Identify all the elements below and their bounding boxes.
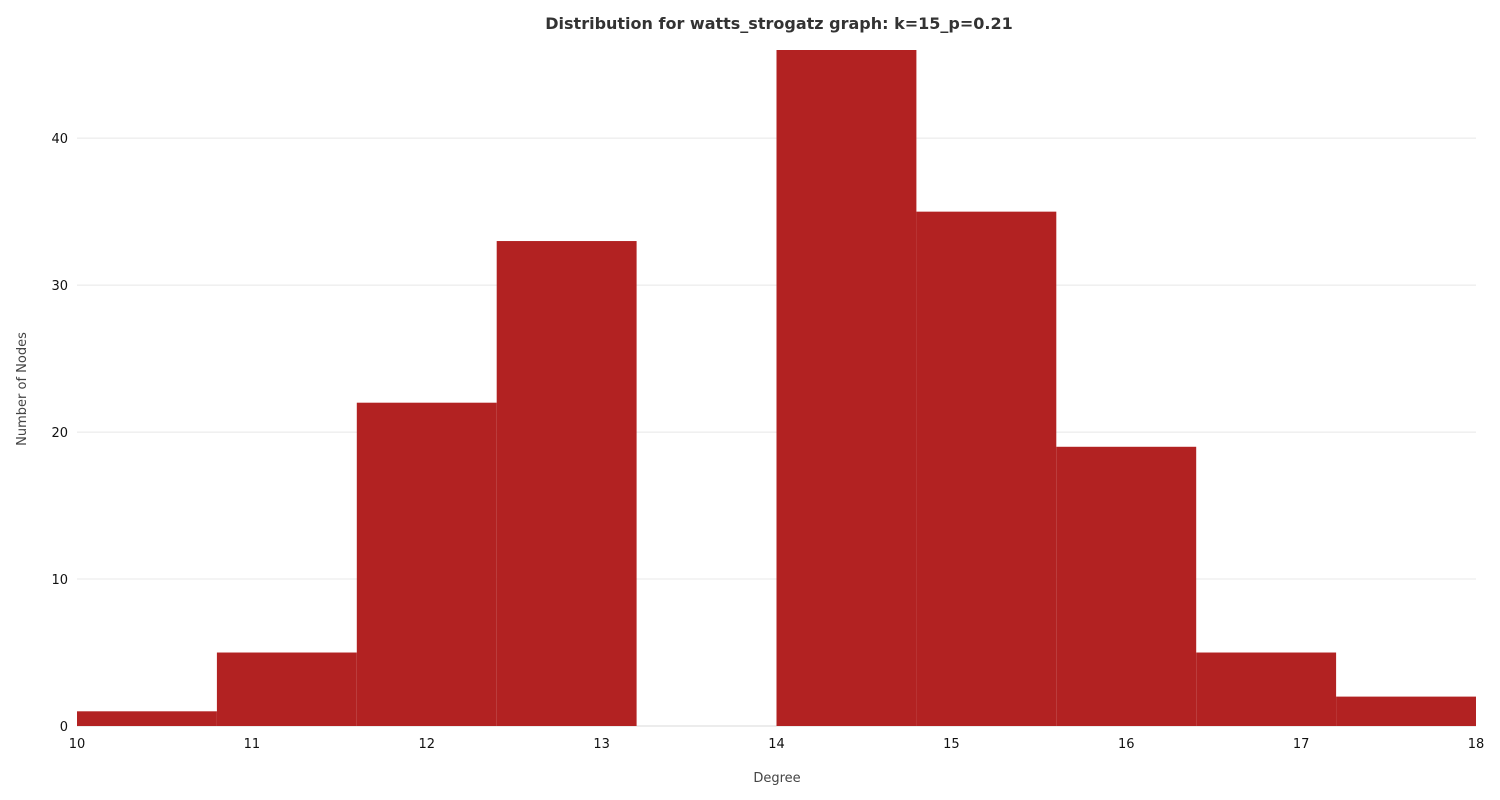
x-tick-label: 10 — [69, 737, 86, 752]
y-axis-label: Number of Nodes — [15, 332, 30, 446]
x-tick-label: 13 — [593, 737, 610, 752]
histogram-bar — [776, 50, 917, 726]
x-tick-label: 17 — [1293, 737, 1310, 752]
histogram-bar — [1056, 446, 1197, 726]
histogram-bar — [77, 711, 217, 726]
chart-title: Distribution for watts_strogatz graph: k… — [545, 14, 1013, 33]
x-tick-label: 14 — [768, 737, 785, 752]
x-tick-label: 18 — [1468, 737, 1485, 752]
x-axis-label: Degree — [753, 771, 800, 786]
y-tick-label: 20 — [51, 426, 68, 441]
histogram-bar — [496, 241, 637, 727]
histogram-bar — [216, 652, 357, 726]
x-tick-label: 12 — [418, 737, 435, 752]
y-axis-ticks: 0 10 20 30 40 — [51, 132, 68, 735]
y-tick-label: 30 — [51, 279, 68, 294]
histogram-bar — [356, 402, 497, 726]
y-tick-label: 0 — [60, 720, 68, 735]
x-tick-label: 16 — [1118, 737, 1135, 752]
histogram-bars — [77, 50, 1476, 727]
histogram-bar — [916, 211, 1057, 727]
x-axis-ticks: 10 11 12 13 14 15 16 17 18 — [69, 737, 1485, 752]
x-tick-label: 15 — [943, 737, 960, 752]
y-tick-label: 10 — [51, 573, 68, 588]
histogram-bar — [1196, 652, 1337, 726]
histogram-bar — [1336, 696, 1476, 726]
y-tick-label: 40 — [51, 132, 68, 147]
x-tick-label: 11 — [244, 737, 261, 752]
